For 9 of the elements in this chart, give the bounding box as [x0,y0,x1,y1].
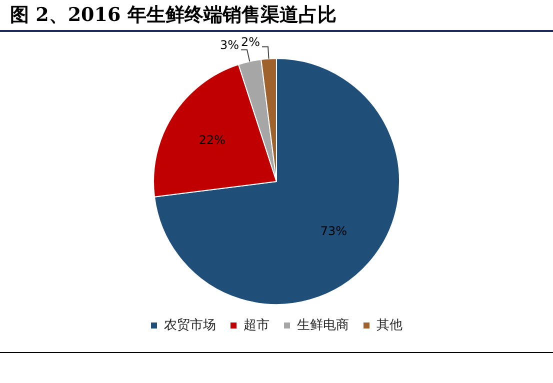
legend-label: 其他 [376,318,402,333]
data-label: 2% [240,34,260,49]
data-label: 22% [198,132,226,147]
data-label: 3% [220,38,240,52]
legend-label: 农贸市场 [164,318,216,333]
chart-title: 图 2、2016 年生鲜终端销售渠道占比 [10,3,336,28]
legend-label: 超市 [244,318,270,333]
legend-label: 生鲜电商 [297,318,349,333]
data-label: 73% [320,224,348,238]
